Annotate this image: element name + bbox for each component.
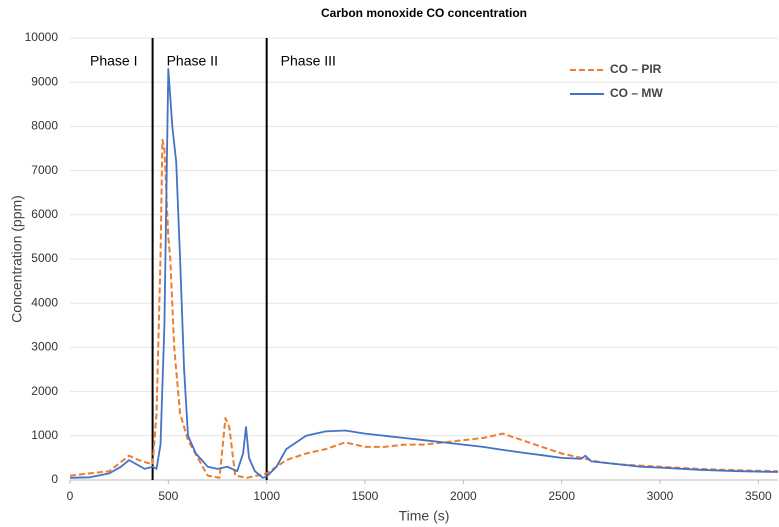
y-tick-label: 0 xyxy=(51,472,58,486)
x-tick-label: 2000 xyxy=(450,489,477,503)
phase-label: Phase I xyxy=(90,53,137,69)
x-tick-label: 3000 xyxy=(647,489,674,503)
y-tick-label: 1000 xyxy=(31,428,58,442)
legend-label: CO – MW xyxy=(610,86,663,100)
phase-label: Phase II xyxy=(167,53,218,69)
chart-title: Carbon monoxide CO concentration xyxy=(321,6,527,20)
x-tick-label: 1500 xyxy=(352,489,379,503)
y-tick-label: 2000 xyxy=(31,384,58,398)
y-tick-label: 5000 xyxy=(31,251,58,265)
y-tick-label: 8000 xyxy=(31,119,58,133)
x-tick-label: 0 xyxy=(67,489,74,503)
y-tick-label: 4000 xyxy=(31,295,58,309)
series-line xyxy=(69,138,779,479)
x-tick-label: 1000 xyxy=(253,489,280,503)
x-axis-label: Time (s) xyxy=(399,508,450,524)
x-tick-label: 3500 xyxy=(745,489,772,503)
y-tick-label: 3000 xyxy=(31,340,58,354)
x-tick-label: 2500 xyxy=(548,489,575,503)
y-tick-label: 10000 xyxy=(25,30,59,44)
x-tick-label: 500 xyxy=(158,489,178,503)
y-tick-label: 9000 xyxy=(31,74,58,88)
y-tick-label: 7000 xyxy=(31,163,58,177)
phase-label: Phase III xyxy=(281,53,336,69)
y-tick-label: 6000 xyxy=(31,207,58,221)
legend-label: CO – PIR xyxy=(610,62,662,76)
y-axis-label: Concentration (ppm) xyxy=(9,195,25,323)
series-line xyxy=(69,68,779,479)
